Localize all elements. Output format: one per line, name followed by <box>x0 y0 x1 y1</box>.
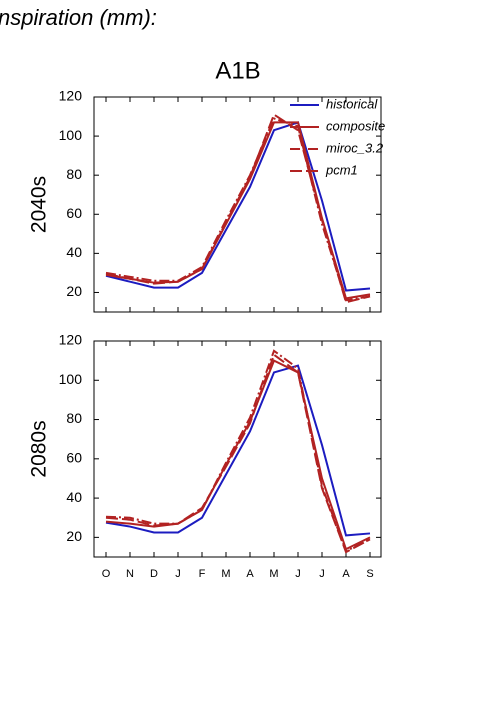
x-tick-label: A <box>246 568 254 580</box>
y-axis-label: 2040s <box>28 176 51 233</box>
x-tick-label: N <box>126 568 134 580</box>
y-tick-label: 40 <box>66 244 82 260</box>
y-tick-label: 80 <box>66 410 82 426</box>
y-tick-label: 60 <box>66 450 82 466</box>
x-tick-label: M <box>269 568 278 580</box>
legend-label: composite <box>326 118 385 133</box>
y-tick-label: 120 <box>59 88 83 104</box>
page-title: nspiration (mm): <box>0 5 157 30</box>
y-tick-label: 40 <box>66 489 82 505</box>
x-tick-label: J <box>295 568 301 580</box>
legend-label: miroc_3.2 <box>326 140 384 155</box>
x-tick-label: D <box>150 568 158 580</box>
y-tick-label: 20 <box>66 528 82 544</box>
legend-label: pcm1 <box>325 162 358 177</box>
series-line <box>105 349 371 553</box>
x-tick-label: J <box>319 568 325 580</box>
y-tick-label: 20 <box>66 283 82 299</box>
scenario-title: A1B <box>215 57 260 84</box>
y-tick-label: 100 <box>59 127 83 143</box>
y-tick-label: 120 <box>59 332 83 348</box>
x-tick-label: A <box>342 568 350 580</box>
plot-frame <box>93 340 382 558</box>
x-tick-label: O <box>102 568 111 580</box>
x-tick-label: F <box>199 568 206 580</box>
y-tick-label: 60 <box>66 205 82 221</box>
plot-frame <box>93 96 382 313</box>
y-tick-label: 100 <box>59 371 83 387</box>
x-tick-label: M <box>221 568 230 580</box>
x-tick-label: S <box>366 568 373 580</box>
series-line <box>105 113 371 304</box>
legend-label: historical <box>326 96 378 111</box>
y-axis-label: 2080s <box>28 420 51 477</box>
series-line <box>105 121 371 292</box>
x-tick-label: J <box>175 568 181 580</box>
series-line <box>105 359 371 551</box>
y-tick-label: 80 <box>66 166 82 182</box>
series-line <box>105 364 371 537</box>
